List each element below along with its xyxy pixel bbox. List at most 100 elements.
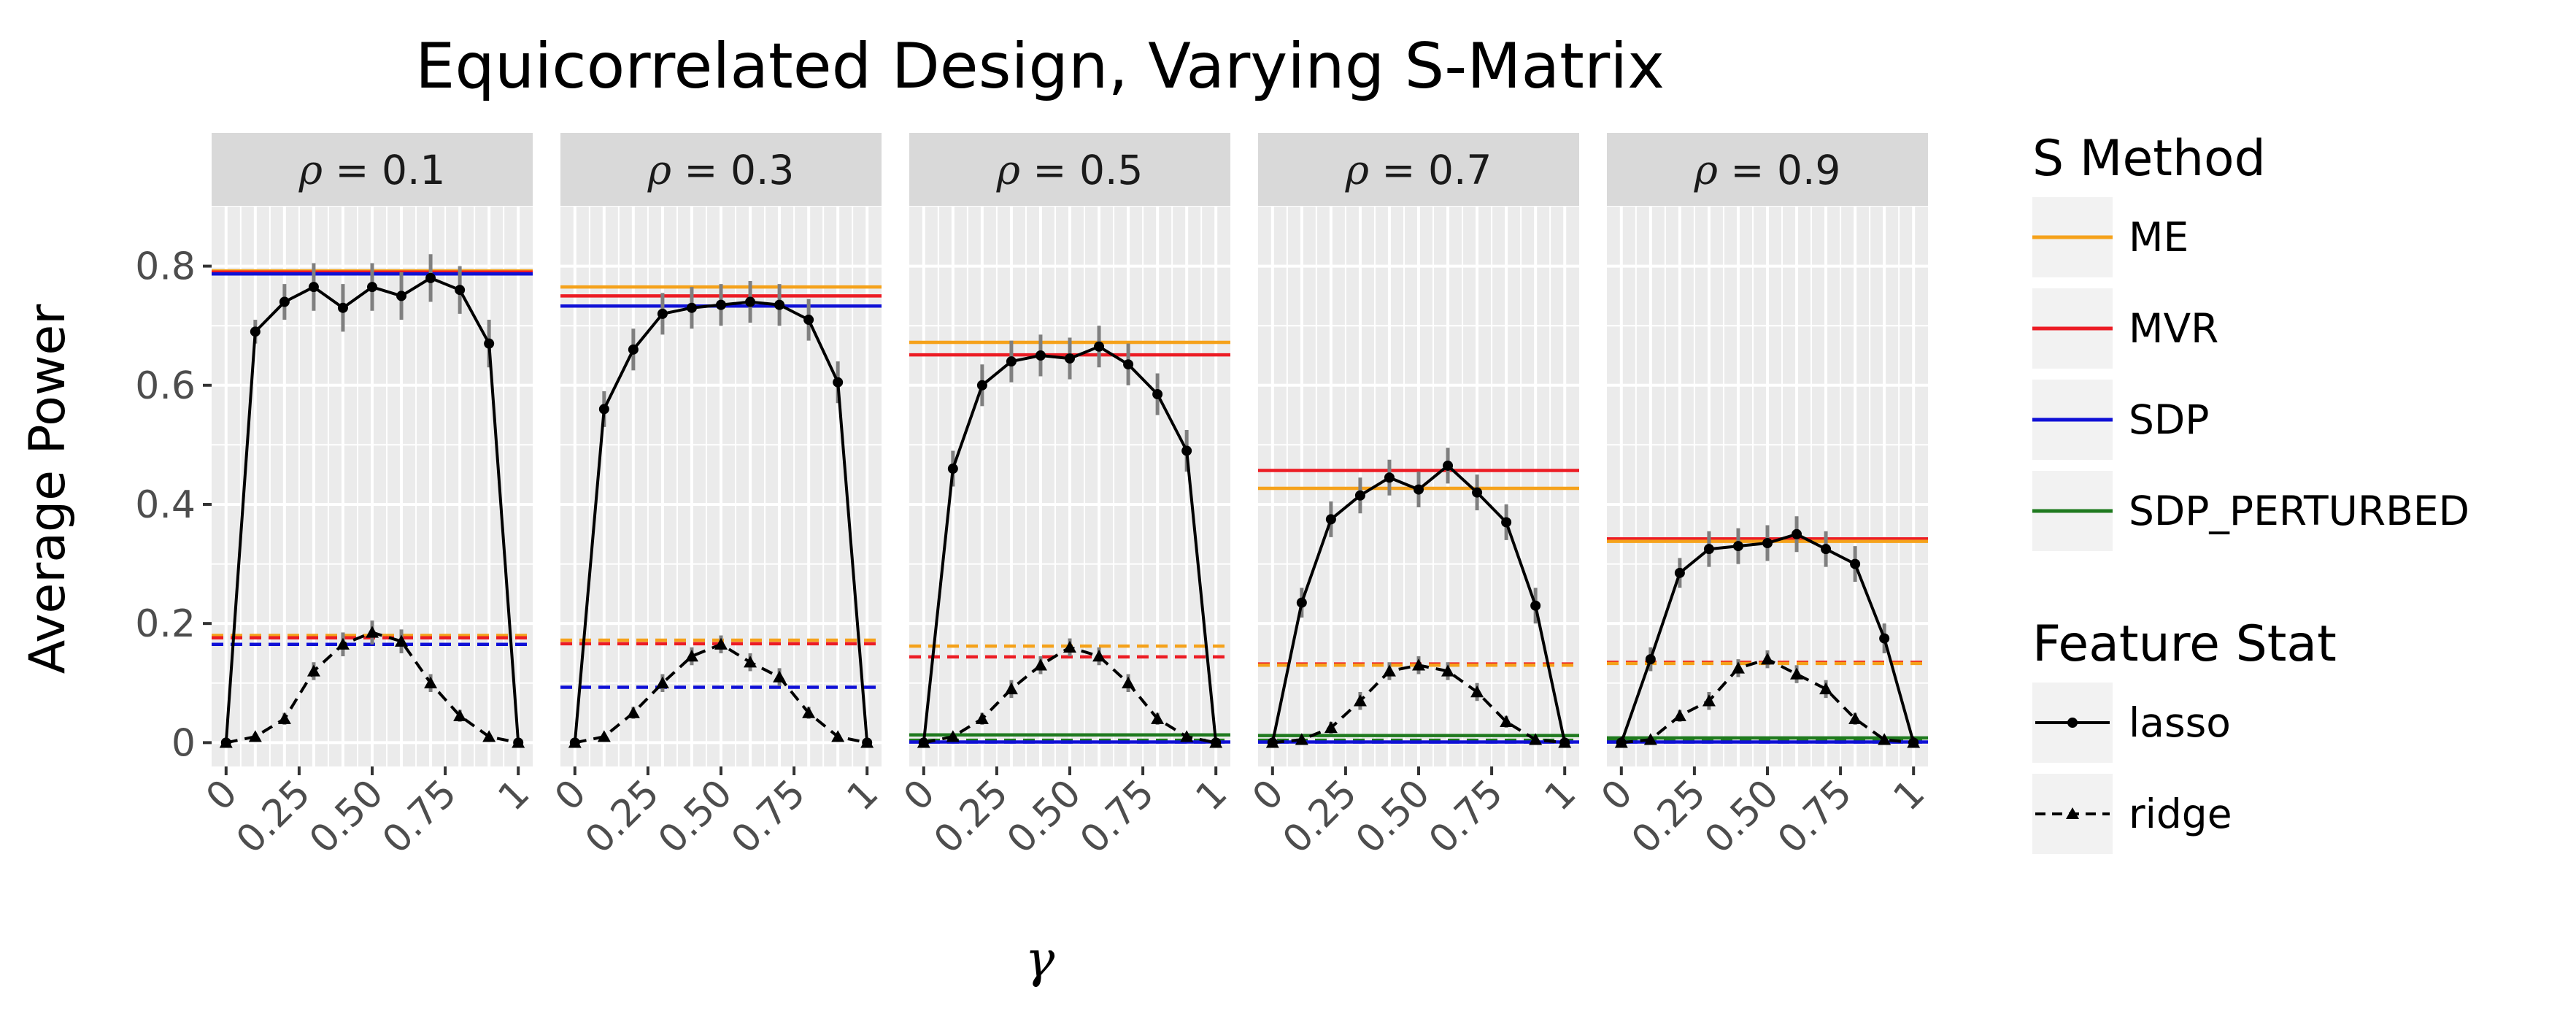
- ridge-point: [1673, 709, 1686, 721]
- ridge-point: [597, 730, 611, 742]
- lasso-point: [1821, 544, 1832, 555]
- ridge-point: [1063, 640, 1076, 653]
- ridge-point: [1500, 715, 1513, 728]
- lasso-point: [628, 344, 639, 355]
- x-tick-label: 0.50: [999, 772, 1090, 862]
- facet-panel: ρ = 0.7 00.250.500.75 1: [1244, 133, 1584, 862]
- lasso-point: [1674, 567, 1685, 578]
- ridge-point: [277, 712, 291, 724]
- ridge-point: [626, 706, 640, 718]
- ridge-point: [1151, 712, 1165, 724]
- ridge-point: [336, 637, 350, 650]
- lasso-point: [1384, 472, 1395, 483]
- ridge-point: [744, 656, 757, 668]
- x-tick-label: 0.75: [1770, 772, 1860, 862]
- x-tick-label: 1: [1188, 772, 1236, 820]
- ridge-point: [1382, 664, 1396, 677]
- ridge-point: [1441, 664, 1455, 677]
- ridge-point: [1790, 667, 1804, 680]
- ridge-point: [1004, 682, 1018, 695]
- lasso-point: [1762, 538, 1773, 549]
- lasso-point: [1472, 487, 1483, 498]
- x-axis-title: γ: [1025, 931, 1055, 989]
- lasso-point: [308, 282, 319, 293]
- ridge-point: [306, 664, 320, 677]
- lasso-point: [1645, 654, 1656, 665]
- x-tick-label: 0.50: [301, 772, 392, 862]
- ridge-point: [1209, 736, 1223, 748]
- x-tick-label: 0: [547, 772, 595, 820]
- facet-panel: ρ = 0.9 00.250.500.75 1: [1593, 133, 1933, 862]
- facet-strip-label: ρ = 0.1: [298, 147, 446, 193]
- ridge-point: [1470, 685, 1484, 698]
- lasso-point: [1792, 528, 1802, 539]
- lasso-point: [1094, 341, 1105, 352]
- x-tick-label: 0.75: [1421, 772, 1511, 862]
- ridge-point: [1324, 720, 1338, 734]
- facet-panel: ρ = 0.3 00.250.500.75 1: [547, 133, 887, 862]
- lasso-point: [1181, 445, 1192, 456]
- lasso-point: [1530, 600, 1541, 611]
- x-tick-label: 0: [198, 772, 246, 820]
- legend-label: lasso: [2129, 699, 2231, 746]
- x-tick-label: 1: [490, 772, 539, 820]
- lasso-point: [976, 380, 987, 391]
- facet-panels: ρ = 0.100.20.40.60.800.250.500.75 1ρ = 0.…: [135, 133, 1933, 862]
- x-tick-label: 0.25: [228, 772, 319, 862]
- lasso-point: [1065, 353, 1075, 364]
- legend-marker-ridge: [2066, 807, 2079, 819]
- legend-label: SDP_PERTURBED: [2129, 488, 2469, 534]
- lasso-point: [1414, 484, 1424, 495]
- lasso-point: [425, 272, 436, 283]
- y-tick-label: 0.6: [135, 364, 196, 408]
- ridge-point: [860, 736, 874, 748]
- ridge-point: [831, 730, 845, 742]
- lasso-point: [1501, 517, 1512, 528]
- legend-label: MVR: [2129, 305, 2218, 352]
- y-tick-label: 0: [171, 721, 196, 765]
- legend-marker-lasso: [2067, 718, 2078, 728]
- y-axis-title: Average Power: [19, 304, 77, 674]
- ridge-point: [773, 670, 787, 683]
- ridge-point: [917, 736, 930, 748]
- lasso-point: [774, 299, 785, 310]
- ridge-point: [568, 736, 582, 748]
- facet-strip-label: ρ = 0.5: [996, 147, 1144, 193]
- y-tick-label: 0.8: [135, 245, 196, 289]
- x-tick-label: 0.50: [650, 772, 741, 862]
- ridge-point: [714, 637, 728, 650]
- facet-strip: [909, 133, 1230, 206]
- x-tick-label: 0.75: [723, 772, 814, 862]
- lasso-point: [833, 377, 844, 388]
- lasso-point: [1879, 633, 1890, 644]
- x-tick-label: 0: [1593, 772, 1641, 820]
- ridge-point: [1122, 676, 1135, 688]
- lasso-point: [279, 296, 290, 307]
- lasso-point: [1703, 544, 1714, 555]
- x-tick-label: 0.25: [926, 772, 1017, 862]
- lasso-point: [598, 404, 609, 415]
- facet-panel: ρ = 0.100.20.40.60.800.250.500.75 1: [135, 133, 538, 862]
- ridge-point: [1295, 733, 1308, 745]
- facet-strip: [1607, 133, 1928, 206]
- lasso-point: [1152, 389, 1163, 400]
- ridge-point: [1033, 658, 1047, 671]
- x-tick-label: 1: [1537, 772, 1585, 820]
- ridge-point: [219, 736, 233, 748]
- ridge-point: [453, 709, 467, 721]
- legend-title-stat: Feature Stat: [2032, 615, 2337, 673]
- ridge-point: [1412, 658, 1425, 671]
- lasso-point: [716, 299, 726, 310]
- ridge-point: [1265, 736, 1279, 748]
- legend-label: SDP: [2129, 396, 2209, 443]
- facet-strip: [560, 133, 882, 206]
- ridge-point: [366, 626, 379, 638]
- ridge-point: [655, 676, 669, 688]
- lasso-point: [337, 302, 348, 313]
- ridge-point: [1529, 733, 1543, 745]
- x-tick-label: 1: [839, 772, 887, 820]
- ridge-point: [802, 706, 816, 718]
- lasso-point: [1850, 558, 1861, 569]
- x-tick-label: 0.25: [1624, 772, 1714, 862]
